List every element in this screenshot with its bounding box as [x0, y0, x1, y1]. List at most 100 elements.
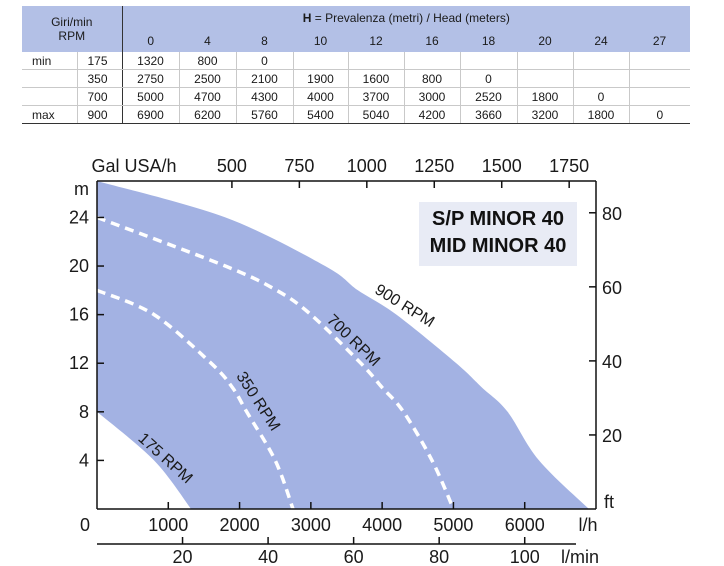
table-cell — [293, 52, 349, 70]
curve-700-rpm — [96, 215, 456, 510]
table-cell: 0 — [629, 105, 691, 124]
rpm-header: Giri/min RPM — [22, 6, 123, 52]
lmin-tick-label: 60 — [344, 547, 364, 566]
table-row: max 900 6900 6200 5760 5400 5040 4200 3660 3200 18… — [22, 105, 691, 124]
x-tick-label: 3000 — [291, 515, 331, 535]
lmin-tick-label: 100 — [510, 547, 540, 566]
top-axis-tick-label: 500 — [217, 156, 247, 176]
row-label: max — [22, 105, 78, 124]
table-cell: 4000 — [293, 87, 349, 106]
row-rpm: 700 — [77, 87, 123, 106]
head-value-8: 24 — [573, 29, 629, 52]
head-value-7: 20 — [517, 29, 573, 52]
table-cell: 3660 — [460, 105, 518, 124]
table-cell: 3700 — [348, 87, 405, 106]
table-cell: 5040 — [348, 105, 405, 124]
table-cell: 1600 — [348, 69, 405, 88]
head-prefix: H — [302, 10, 312, 25]
table-cell: 1800 — [517, 87, 574, 106]
rpm-header-line2: RPM — [58, 29, 86, 43]
x-tick-label: 6000 — [505, 515, 545, 535]
head-title: = Prevalenza (metri) / Head (meters) — [311, 10, 510, 25]
lmin-tick-label: 20 — [173, 547, 193, 566]
x-tick-label: 4000 — [362, 515, 402, 535]
table-cell: 2500 — [179, 69, 237, 88]
x-tick-label: 5000 — [433, 515, 473, 535]
model-line-1: S/P MINOR 40 — [432, 208, 564, 230]
row-label: min — [22, 52, 78, 70]
table-cell — [629, 52, 691, 70]
rpm-header-line1: Giri/min — [51, 15, 93, 29]
head-value-9: 27 — [629, 29, 691, 52]
table-cell: 5760 — [236, 105, 294, 124]
lmin-axis-label: l/min — [561, 547, 599, 566]
table-cell: 2750 — [122, 69, 180, 88]
top-axis-tick-label: 1000 — [347, 156, 387, 176]
right-axis-label: ft — [604, 492, 614, 512]
x-axis-label: l/h — [578, 515, 597, 535]
table-cell — [629, 87, 691, 106]
table-cell — [629, 69, 691, 88]
table-cell: 800 — [404, 69, 461, 88]
top-axis-tick-label: 1250 — [414, 156, 454, 176]
right-axis-tick-label: 40 — [602, 352, 622, 372]
y-axis-label: m — [74, 179, 89, 199]
table-cell — [460, 52, 518, 70]
table-cell: 4200 — [404, 105, 461, 124]
y-tick-label: 16 — [69, 305, 89, 325]
operating-area — [97, 181, 589, 509]
x-tick-label: 2000 — [220, 515, 260, 535]
table-cell: 0 — [573, 87, 630, 106]
table-cell: 800 — [179, 52, 237, 70]
model-label-box: S/P MINOR 40 MID MINOR 40 — [419, 202, 577, 266]
right-axis-tick-label: 80 — [602, 204, 622, 224]
head-values-row: 0 4 8 10 12 16 18 20 24 27 — [22, 29, 691, 52]
table-cell — [348, 52, 405, 70]
table-row: min 175 1320 800 0 — [22, 52, 691, 70]
y-tick-label: 4 — [79, 450, 89, 470]
table-cell: 5000 — [122, 87, 180, 106]
row-rpm: 900 — [77, 105, 123, 124]
table-cell: 0 — [236, 52, 294, 70]
x-tick-label: 0 — [80, 515, 90, 535]
right-axis-tick-label: 60 — [602, 278, 622, 298]
table-cell: 3000 — [404, 87, 461, 106]
head-value-6: 18 — [460, 29, 517, 52]
table-cell — [573, 52, 630, 70]
head-header: H = Prevalenza (metri) / Head (meters) — [122, 6, 691, 29]
x-tick-label: 1000 — [148, 515, 188, 535]
table-cell: 5400 — [293, 105, 349, 124]
table-cell: 2520 — [460, 87, 518, 106]
row-label — [22, 87, 78, 106]
row-rpm: 175 — [77, 52, 123, 70]
table-cell — [517, 69, 574, 88]
head-value-3: 10 — [293, 29, 348, 52]
table-cell: 6200 — [179, 105, 237, 124]
table-cell — [404, 52, 461, 70]
table-cell: 1800 — [573, 105, 630, 124]
y-tick-label: 24 — [69, 207, 89, 227]
table-cell — [573, 69, 630, 88]
y-tick-label: 20 — [69, 256, 89, 276]
table-cell: 2100 — [236, 69, 294, 88]
right-axis-tick-label: 20 — [602, 426, 622, 446]
y-tick-label: 8 — [79, 402, 89, 422]
curve-350-rpm — [96, 288, 295, 510]
lmin-tick-label: 40 — [258, 547, 278, 566]
performance-table: Giri/min RPM H = Prevalenza (metri) / He… — [22, 6, 691, 124]
table-row: 700 5000 4700 4300 4000 3700 3000 2520 1800 0 — [22, 87, 691, 106]
table-cell: 4700 — [179, 87, 237, 106]
table-cell: 6900 — [122, 105, 180, 124]
head-value-1: 4 — [179, 29, 236, 52]
head-value-0: 0 — [122, 29, 179, 52]
top-axis-tick-label: 1750 — [549, 156, 589, 176]
table-cell: 1900 — [293, 69, 349, 88]
row-label — [22, 69, 78, 88]
table-cell: 1320 — [122, 52, 180, 70]
head-value-4: 12 — [348, 29, 404, 52]
table-row: 350 2750 2500 2100 1900 1600 800 0 — [22, 69, 691, 88]
table-cell: 3200 — [517, 105, 574, 124]
top-axis-label: Gal USA/h — [91, 156, 176, 176]
table-body: min 175 1320 800 0 350 2750 2500 2100 1900 1600 800… — [22, 52, 691, 124]
